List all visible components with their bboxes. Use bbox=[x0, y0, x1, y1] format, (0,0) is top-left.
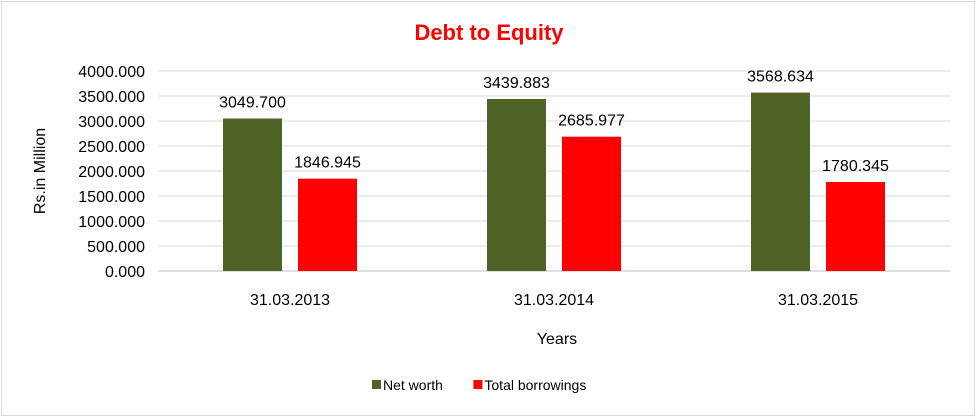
y-tick-label: 3500.000 bbox=[78, 89, 145, 106]
y-tick-label: 500.000 bbox=[87, 239, 145, 256]
bar bbox=[562, 136, 621, 271]
data-label: 1780.345 bbox=[822, 158, 889, 175]
data-label: 2685.977 bbox=[558, 113, 625, 130]
x-tick-label: 31.03.2015 bbox=[778, 292, 858, 309]
bar bbox=[223, 118, 282, 271]
x-axis-categories: 31.03.2013 31.03.2014 31.03.2015 bbox=[250, 292, 858, 309]
data-label: 3439.883 bbox=[483, 75, 550, 92]
gridlines bbox=[158, 70, 950, 272]
legend: Net worth Total borrowings bbox=[372, 377, 586, 393]
data-label: 3568.634 bbox=[747, 69, 814, 86]
legend-label: Net worth bbox=[383, 377, 443, 393]
y-tick-label: 1500.000 bbox=[78, 189, 145, 206]
data-labels: 3049.700 1846.945 3439.883 2685.977 3568.634… bbox=[219, 69, 889, 175]
y-axis-ticks: 0.000 500.000 1000.000 1500.000 2000.000 2500… bbox=[78, 64, 145, 281]
legend-label: Total borrowings bbox=[484, 377, 586, 393]
x-tick-label: 31.03.2013 bbox=[250, 292, 330, 309]
bar bbox=[487, 99, 546, 271]
y-tick-label: 3000.000 bbox=[78, 114, 145, 131]
x-axis-title: Years bbox=[537, 331, 577, 348]
bars bbox=[223, 92, 885, 271]
data-label: 3049.700 bbox=[219, 95, 286, 112]
data-label: 1846.945 bbox=[294, 155, 361, 172]
y-axis-title: Rs.in Million bbox=[32, 128, 49, 214]
y-tick-label: 2500.000 bbox=[78, 139, 145, 156]
y-tick-label: 1000.000 bbox=[78, 214, 145, 231]
legend-swatch bbox=[372, 380, 381, 389]
x-tick-label: 31.03.2014 bbox=[514, 292, 594, 309]
legend-swatch bbox=[473, 380, 483, 389]
bar bbox=[751, 92, 810, 271]
y-tick-label: 2000.000 bbox=[78, 164, 145, 181]
bar bbox=[298, 178, 357, 271]
y-tick-label: 0.000 bbox=[105, 264, 145, 281]
bar bbox=[826, 181, 885, 271]
chart-title: Debt to Equity bbox=[414, 20, 564, 45]
y-tick-label: 4000.000 bbox=[78, 64, 145, 81]
